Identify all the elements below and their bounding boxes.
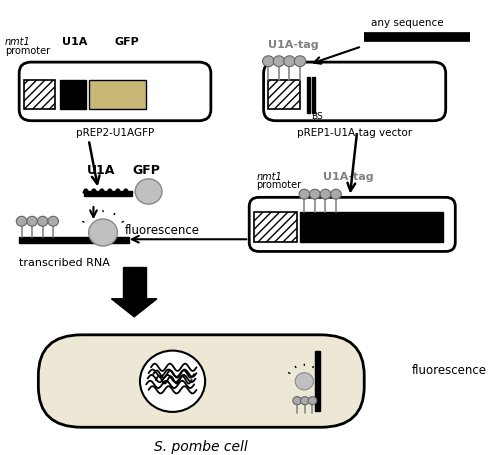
Circle shape [135,179,162,205]
Text: fluorescence: fluorescence [412,363,487,376]
Circle shape [293,397,302,405]
Bar [88,81,146,110]
FancyBboxPatch shape [38,335,364,427]
Circle shape [273,57,284,67]
Circle shape [48,217,58,227]
Text: S. pombe cell: S. pombe cell [154,439,248,453]
Circle shape [330,190,341,200]
Text: any sequence: any sequence [372,18,444,28]
Circle shape [295,373,314,390]
Bar [24,81,55,110]
Circle shape [308,397,317,405]
Text: nmt1: nmt1 [256,172,282,182]
Text: U1A: U1A [86,164,115,177]
Text: transcribed RNA: transcribed RNA [19,257,110,267]
Circle shape [38,217,48,227]
Text: fluorescence: fluorescence [124,223,200,236]
Text: promoter: promoter [5,46,50,56]
FancyBboxPatch shape [249,198,456,252]
FancyBboxPatch shape [19,63,211,121]
Circle shape [88,219,118,247]
Text: promoter: promoter [256,180,302,190]
Bar [60,81,86,110]
Bar [316,351,320,412]
Bar [268,81,300,110]
Text: U1A-tag: U1A-tag [268,40,319,50]
Bar [254,212,297,243]
Text: pREP1-U1A-tag vector: pREP1-U1A-tag vector [297,128,412,138]
Bar [300,212,444,243]
Circle shape [320,190,330,200]
FancyBboxPatch shape [264,63,446,121]
Text: U1A-tag: U1A-tag [324,172,374,182]
Bar [19,238,130,244]
Bar [312,78,315,113]
Bar [84,192,132,197]
Text: BS: BS [312,111,323,121]
Circle shape [27,217,38,227]
Bar [122,268,146,299]
Circle shape [140,351,205,412]
Polygon shape [112,299,157,317]
Circle shape [16,217,27,227]
Text: pREP2-U1AGFP: pREP2-U1AGFP [76,128,154,138]
Circle shape [294,57,306,67]
Bar [306,78,310,113]
Circle shape [262,57,274,67]
Circle shape [284,57,295,67]
Text: nmt1: nmt1 [5,37,30,47]
Circle shape [310,190,320,200]
Text: GFP: GFP [132,164,160,177]
Circle shape [299,190,310,200]
Text: GFP: GFP [114,37,140,47]
Text: U1A: U1A [62,37,87,47]
Circle shape [300,397,309,405]
